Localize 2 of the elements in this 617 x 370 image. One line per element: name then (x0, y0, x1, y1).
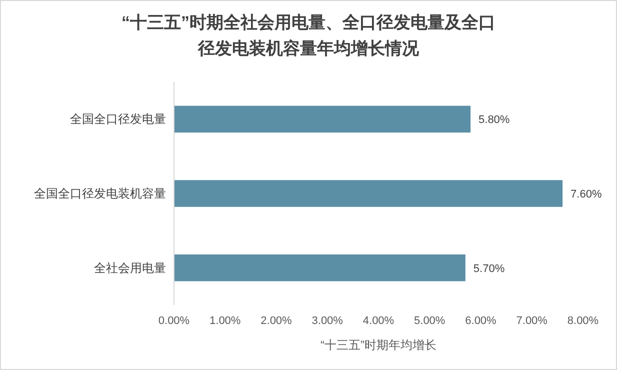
title: “十三五”时期全社会用电量、全口径发电量及全口径发电装机容量年均增长情况 (122, 13, 496, 58)
xlabel: “十三五”时期年均增长 (320, 338, 436, 352)
